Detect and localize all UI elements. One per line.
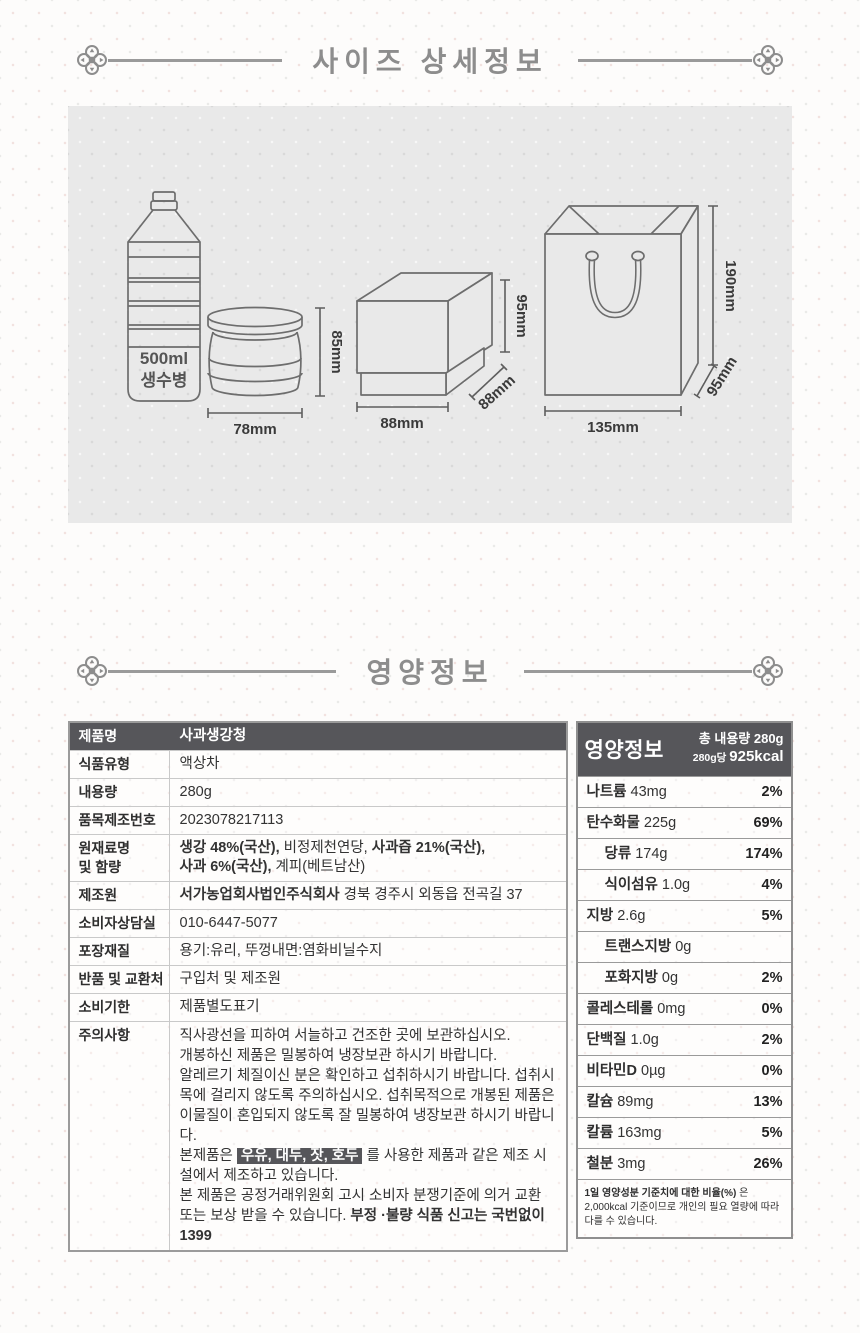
row-label: 원재료명 및 함량 [70, 835, 170, 881]
box-height-label: 95mm [513, 294, 530, 337]
row-value: 010-6447-5077 [179, 915, 278, 931]
table-row-item-number: 품목제조번호 2023078217113 [69, 806, 566, 834]
row-label: 품목제조번호 [70, 807, 170, 834]
jar-drawing [207, 306, 303, 397]
nutrient-row-cholesterol: 콜레스테롤 0mg 0% [577, 993, 791, 1024]
facts-total: 총 내용량 280g 280g당 925kcal [693, 731, 784, 767]
nutrient-row-sodium: 나트륨 43mg 2% [577, 776, 791, 807]
jar-width-label: 78mm [233, 421, 276, 438]
table-row-packaging: 포장재질 용기:유리, 뚜껑내면:염화비닐수지 [69, 937, 566, 965]
row-label: 주의사항 [70, 1022, 170, 1250]
allergen-highlight: 우유, 대두, 잣, 호두 [236, 1148, 363, 1164]
nutrient-row-potassium: 칼륨 163mg 5% [577, 1117, 791, 1148]
row-value: 제품별도표기 [179, 999, 260, 1015]
water-bottle-drawing: 500ml 생수병 [127, 191, 201, 402]
product-info-table: 제품명 사과생강청 식품유형 액상차 내용량 280g 품목제조번호 20230… [67, 721, 568, 1252]
header-rule-right [577, 58, 753, 62]
row-value: 용기:유리, 뚜껑내면:염화비닐수지 [179, 943, 383, 959]
row-value: 사과생강청 [179, 728, 247, 744]
per-unit: 280g당 [692, 752, 730, 765]
nutrient-row-vitamin-d: 비타민D 0µg 0% [577, 1055, 791, 1086]
nutrient-row-calcium: 칼슘 89mg 13% [577, 1086, 791, 1117]
row-value: 액상차 [179, 756, 220, 772]
table-row-manufacturer: 제조원 서가농업회사법인주식회사 경북 경주시 외동읍 전곡길 37 [69, 881, 566, 909]
row-label: 포장재질 [70, 938, 170, 965]
table-row-customer-service: 소비자상담실 010-6447-5077 [69, 909, 566, 937]
table-row-food-type: 식품유형 액상차 [69, 750, 566, 778]
table-row-returns: 반품 및 교환처 구입처 및 제조원 [69, 965, 566, 993]
nutrient-row-sugars: 당류 174g 174% [577, 838, 791, 869]
table-row-ingredients: 원재료명 및 함량 생강 48%(국산), 비정제천연당, 사과즙 21%(국산)… [69, 834, 566, 881]
table-row-caution: 주의사항 직사광선을 피하여 서늘하고 건조한 곳에 보관하십시오. 개봉하신 … [69, 1021, 566, 1250]
jar-height-label: 85mm [328, 330, 345, 373]
nutrition-facts-panel: 영양정보 총 내용량 280g 280g당 925kcal 나트륨 43mg 2% … [575, 721, 793, 1239]
jar-dimensions: 78mm 85mm [207, 307, 345, 438]
table-row-product-name: 제품명 사과생강청 [69, 723, 566, 750]
bag-width-label: 135mm [587, 419, 639, 436]
header-rule-left [108, 58, 283, 62]
shopping-bag-drawing [544, 205, 699, 396]
row-label: 식품유형 [70, 751, 170, 778]
row-value: 구입처 및 제조원 [179, 971, 281, 987]
row-label: 소비자상담실 [70, 910, 170, 937]
row-value: 2023078217113 [179, 812, 284, 828]
size-diagram-panel: 500ml 생수병 78mm 85mm [68, 106, 792, 523]
nutrient-row-saturated-fat: 포화지방 0g 2% [577, 962, 791, 993]
table-row-net-content: 내용량 280g [69, 778, 566, 806]
facts-footnote: 1일 영양성분 기준치에 대한 비율(%) 은 2,000kcal 기준이므로 … [577, 1179, 791, 1237]
row-label: 반품 및 교환처 [70, 966, 170, 993]
size-comparison-drawing: 500ml 생수병 78mm 85mm [127, 191, 741, 438]
nutrient-row-protein: 단백질 1.0g 2% [577, 1024, 791, 1055]
bag-height-label: 190mm [722, 260, 739, 312]
bottle-label-line1: 500ml [140, 349, 188, 368]
gift-box-drawing [356, 272, 493, 396]
total-content: 총 내용량 280g [698, 730, 784, 746]
table-row-shelf-life: 소비기한 제품별도표기 [69, 993, 566, 1021]
nutrition-info-section: 제품명 사과생강청 식품유형 액상차 내용량 280g 품목제조번호 20230… [67, 721, 793, 1252]
row-value: 서가농업회사법인주식회사 경북 경주시 외동읍 전곡길 37 [179, 887, 523, 903]
box-width-label: 88mm [380, 415, 423, 432]
quatrefoil-ornament-icon [753, 656, 784, 686]
row-label: 제조원 [70, 882, 170, 909]
bottle-label-line2: 생수병 [141, 371, 188, 390]
size-section-header: 사이즈 상세정보 [0, 40, 860, 80]
nutrient-row-iron: 철분 3mg 26% [577, 1148, 791, 1179]
row-label: 소비기한 [70, 994, 170, 1021]
calories: 925kcal [729, 748, 784, 766]
row-value: 생강 48%(국산), 비정제천연당, 사과즙 21%(국산), 사과 6%(국산… [179, 840, 486, 875]
row-label: 제품명 [78, 728, 118, 744]
nutrition-section-header: 영양정보 [0, 651, 860, 691]
nutrient-row-carbohydrate: 탄수화물 225g 69% [577, 807, 791, 838]
row-value: 직사광선을 피하여 서늘하고 건조한 곳에 보관하십시오. 개봉하신 제품은 밀… [179, 1028, 555, 1244]
facts-title: 영양정보 [584, 739, 664, 762]
quatrefoil-ornament-icon [753, 45, 784, 75]
quatrefoil-ornament-icon [77, 45, 107, 75]
box-depth-label: 88mm [475, 372, 519, 414]
nutrition-section-title: 영양정보 [366, 658, 494, 689]
header-rule-left [108, 669, 337, 673]
nutrient-row-fiber: 식이섬유 1.0g 4% [577, 869, 791, 900]
header-rule-right [523, 669, 753, 673]
size-section-title: 사이즈 상세정보 [312, 47, 548, 78]
nutrient-row-fat: 지방 2.6g 5% [577, 900, 791, 931]
nutrition-facts-header: 영양정보 총 내용량 280g 280g당 925kcal [577, 723, 791, 776]
nutrient-row-trans-fat: 트랜스지방 0g [577, 931, 791, 962]
bag-depth-label: 95mm [703, 354, 740, 400]
row-label: 내용량 [70, 779, 170, 806]
quatrefoil-ornament-icon [77, 656, 107, 686]
row-value: 280g [179, 784, 212, 800]
